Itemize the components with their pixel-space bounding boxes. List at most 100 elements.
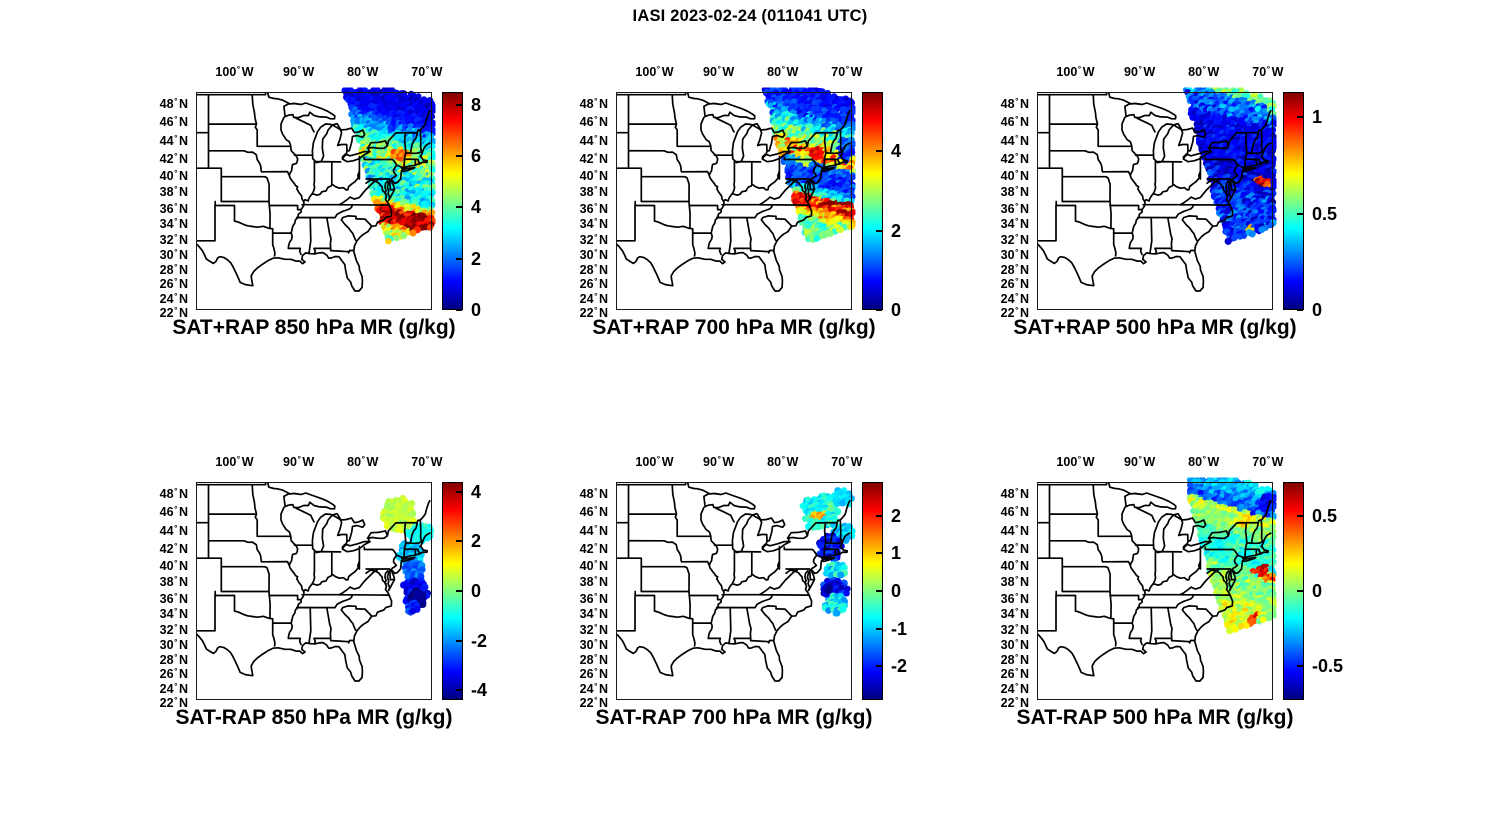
map-outline [196,92,431,292]
lat-tick-label: 38° N [159,184,188,200]
figure-title: IASI 2023-02-24 (011041 UTC) [632,7,868,25]
lat-tick-label: 34° N [1000,216,1029,232]
colorbar-tick-mark [456,540,462,543]
lon-tick-label: 80° W [767,64,799,79]
lat-tick-label: 36° N [1000,590,1029,606]
colorbar-tick-label: 0.5 [1312,506,1338,527]
colorbar-tick-label: 2 [471,248,482,269]
lat-tick-label: 26° N [159,276,188,292]
lat-tick-label: 26° N [159,666,188,682]
lat-tick-label: 22° N [159,304,188,320]
lon-tick-label: 80° W [1188,64,1220,79]
lat-tick-label: 22° N [1000,694,1029,710]
lat-tick-label: 24° N [579,680,608,696]
lat-tick-label: 46° N [579,114,608,130]
colorbar-tick-label: -0.5 [1312,655,1344,676]
data-swath [1183,87,1277,245]
lat-tick-label: 36° N [1000,200,1029,216]
colorbar-tick-mark [1297,664,1303,667]
colorbar-tick-label: 6 [471,146,482,167]
lat-tick-label: 32° N [1000,231,1029,247]
lat-tick-label: 36° N [159,200,188,216]
map-outline [1037,482,1272,682]
lon-tick-label: 90° W [1124,64,1156,79]
lat-tick-label: 40° N [159,167,188,183]
colorbar-tick-label: 4 [471,481,482,502]
lat-tick-label: 48° N [579,95,608,111]
colorbar-tick-label: 0 [891,581,902,601]
lat-tick-label: 28° N [579,651,608,667]
lon-tick-label: 100° W [1056,64,1095,79]
lat-tick-label: 36° N [159,590,188,606]
lat-tick-label: 42° N [579,150,608,166]
colorbar-tick-mark [456,639,462,642]
colorbar-tick-label: 2 [891,505,902,526]
map-plot [196,87,436,310]
plot-frame [196,92,432,310]
colorbar-tick-mark [876,665,882,668]
colorbar-tick-mark [1297,212,1303,215]
colorbar-tick-mark [456,155,462,158]
lat-tick-label: 48° N [1000,485,1029,501]
lat-tick-label: 22° N [579,694,608,710]
lat-tick-label: 40° N [579,167,608,183]
lat-tick-label: 32° N [579,231,608,247]
lat-tick-label: 34° N [159,216,188,232]
colorbar-tick-mark [456,590,462,592]
lat-tick-label: 34° N [1000,606,1029,622]
lon-tick-label: 80° W [347,454,379,469]
colorbar-tick-label: -2 [471,630,488,651]
lat-tick-label: 32° N [579,621,608,637]
lat-tick-label: 24° N [159,290,188,306]
lat-tick-label: 48° N [159,95,188,111]
colorbar [862,92,883,310]
map-plot [1037,87,1277,310]
plot-frame [196,482,432,700]
lat-tick-label: 44° N [579,522,608,538]
lat-tick-label: 28° N [1000,261,1029,277]
colorbar-tick-label: 8 [471,94,482,115]
lon-tick-label: 70° W [831,64,863,79]
lat-tick-label: 26° N [579,276,608,292]
colorbar-tick-mark [876,552,882,555]
lon-tick-label: 80° W [347,64,379,79]
lat-tick-label: 26° N [1000,666,1029,682]
colorbar-tick-label: 1 [1312,107,1323,128]
colorbar-tick-label: 0.5 [1312,203,1338,224]
lat-tick-label: 22° N [159,694,188,710]
colorbar-tick-mark [456,257,462,260]
panel-title: SAT+RAP 850 hPa MR (g/kg) [172,316,456,339]
lon-tick-label: 70° W [411,64,443,79]
colorbar-tick-mark [456,103,462,106]
lat-tick-label: 44° N [579,132,608,148]
lat-tick-label: 30° N [579,246,608,262]
map-plot [616,482,856,700]
colorbar-tick-mark [1297,515,1303,518]
colorbar-tick-mark [1297,116,1303,119]
lon-tick-label: 100° W [635,454,674,469]
colorbar-tick-label: -1 [891,618,908,639]
panel-title: SAT-RAP 500 hPa MR (g/kg) [1016,706,1294,729]
lat-tick-label: 48° N [1000,95,1029,111]
colorbar-tick-label: -4 [471,680,488,701]
colorbar-tick-mark [876,309,882,311]
colorbar-tick-mark [456,689,462,692]
colorbar [442,92,463,310]
map-outline [196,482,431,682]
lon-tick-label: 80° W [1188,454,1220,469]
lat-tick-label: 46° N [1000,504,1029,520]
map-plot [1037,477,1277,700]
colorbar-tick-label: 2 [891,220,902,241]
lon-tick-label: 90° W [1124,454,1156,469]
colorbar-tick-mark [876,627,882,630]
lon-tick-label: 70° W [831,454,863,469]
lat-tick-label: 28° N [1000,651,1029,667]
lat-tick-label: 36° N [579,590,608,606]
lat-tick-label: 42° N [159,150,188,166]
lat-tick-label: 28° N [159,651,188,667]
lat-tick-label: 40° N [159,557,188,573]
lat-tick-label: 30° N [159,636,188,652]
colorbar-tick-mark [1297,309,1303,311]
colorbar [442,482,463,700]
colorbar-tick-label: 0 [1312,581,1323,601]
